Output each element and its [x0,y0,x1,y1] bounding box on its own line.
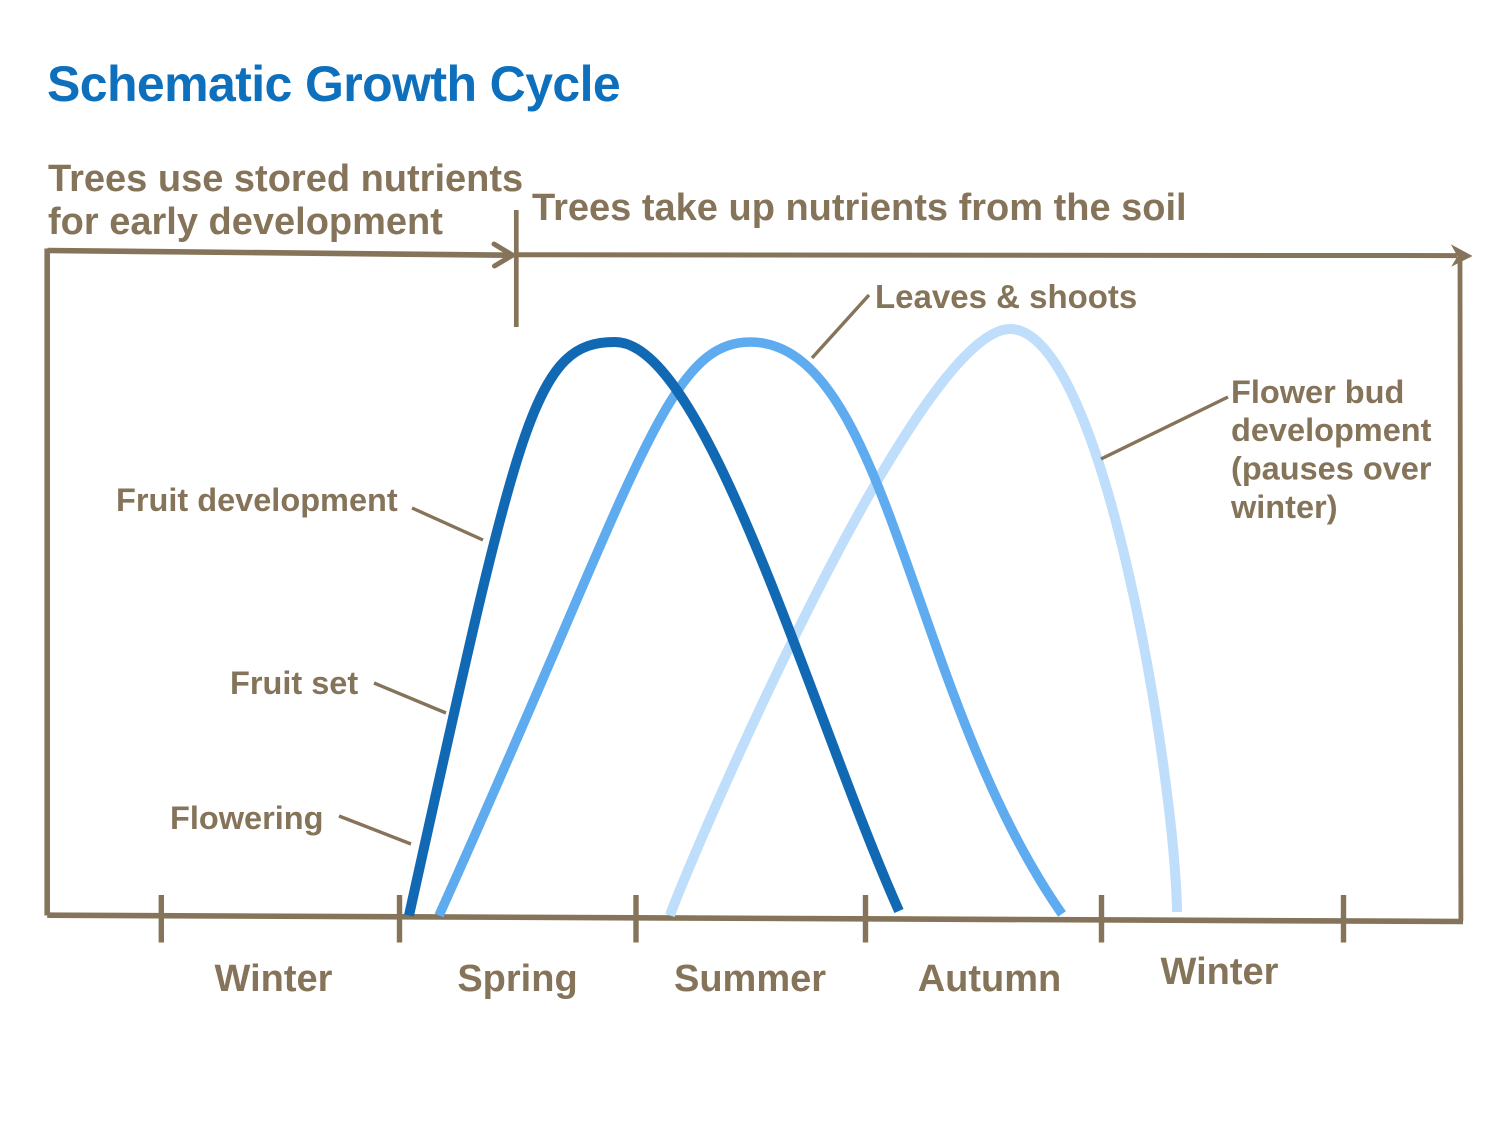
svg-text:development: development [1231,412,1432,448]
svg-text:Fruit set: Fruit set [230,665,358,701]
svg-text:Winter: Winter [1161,951,1279,993]
svg-text:winter): winter) [1230,489,1338,525]
svg-text:Trees use stored nutrients: Trees use stored nutrients [48,158,523,200]
svg-text:Spring: Spring [457,958,577,1000]
svg-text:Schematic Growth Cycle: Schematic Growth Cycle [47,56,620,112]
svg-text:Fruit development: Fruit development [116,482,398,518]
svg-text:Flowering: Flowering [170,800,323,836]
svg-text:Autumn: Autumn [918,958,1062,1000]
svg-text:Leaves & shoots: Leaves & shoots [875,278,1137,315]
svg-text:Trees take up nutrients from t: Trees take up nutrients from the soil [532,187,1187,229]
svg-text:Flower bud: Flower bud [1231,374,1404,410]
svg-text:for early development: for early development [48,201,443,243]
svg-text:Summer: Summer [674,958,826,1000]
svg-text:(pauses over: (pauses over [1231,451,1432,487]
svg-text:Winter: Winter [215,958,333,1000]
